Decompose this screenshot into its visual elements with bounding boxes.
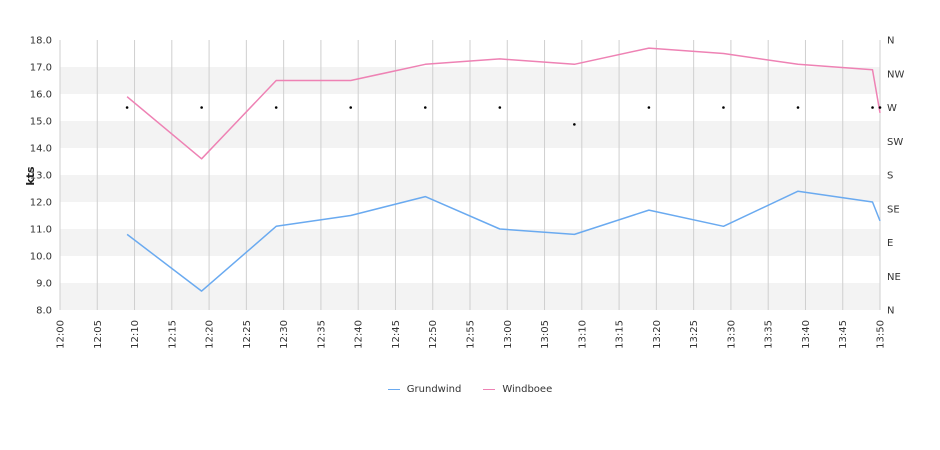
legend-item-windboee[interactable]: Windboee [483, 384, 552, 395]
direction-tick-label: SE [887, 204, 900, 215]
x-tick-label: 12:05 [93, 320, 104, 349]
x-tick-label: 13:45 [838, 320, 849, 349]
y-tick-label: 11.0 [30, 225, 52, 236]
x-tick-label: 13:00 [503, 320, 514, 349]
x-tick-label: 13:05 [540, 320, 551, 349]
x-tick-label: 12:50 [428, 320, 439, 349]
x-axis-ticks: 12:00 12:05 12:10 12:15 12:20 12:25 12:30 12:35… [56, 320, 887, 349]
y-tick-label: 16.0 [30, 90, 52, 101]
direction-point [125, 106, 129, 109]
x-tick-label: 13:25 [689, 320, 700, 349]
direction-point [796, 106, 800, 109]
x-tick-label: 13:35 [764, 320, 775, 349]
x-tick-label: 12:15 [167, 320, 178, 349]
legend-swatch-windboee [483, 389, 496, 390]
direction-point [878, 106, 882, 109]
direction-point [573, 123, 576, 126]
direction-tick-label: W [887, 103, 897, 114]
y-tick-label: 9.0 [36, 279, 52, 290]
x-tick-label: 12:55 [466, 320, 477, 349]
x-tick-label: 12:20 [205, 320, 216, 349]
legend: Grundwind Windboee [0, 384, 940, 395]
x-tick-label: 12:00 [56, 320, 67, 349]
direction-point [274, 106, 278, 109]
x-tick-label: 12:35 [316, 320, 327, 349]
direction-point [498, 106, 502, 109]
direction-points [125, 106, 882, 126]
direction-tick-label: S [887, 171, 893, 182]
y-axis-ticks: 18.0 17.0 16.0 15.0 14.0 13.0 12.0 11.0 10.0 9.0 8… [30, 36, 52, 317]
direction-point [871, 106, 874, 109]
direction-tick-label: SW [887, 137, 903, 148]
series-lines [126, 47, 881, 292]
direction-point [423, 106, 427, 109]
direction-tick-label: N [887, 306, 894, 317]
y-tick-label: 12.0 [30, 198, 52, 209]
x-tick-label: 12:45 [391, 320, 402, 349]
y-tick-label: 8.0 [36, 306, 52, 317]
direction-point [200, 106, 203, 109]
legend-label-grundwind: Grundwind [406, 384, 462, 395]
direction-point [647, 106, 651, 109]
series-line-windboee [126, 47, 881, 160]
x-tick-label: 13:10 [577, 320, 588, 349]
direction-tick-label: N [887, 36, 894, 47]
y-tick-label: 10.0 [30, 252, 52, 263]
direction-tick-label: NE [887, 272, 901, 283]
y-tick-label: 14.0 [30, 144, 52, 155]
direction-point [349, 106, 353, 109]
direction-tick-label: E [887, 238, 893, 249]
y-tick-label: 18.0 [30, 36, 52, 47]
y-tick-label: 15.0 [30, 117, 52, 128]
y-axis-label: kts [24, 166, 37, 186]
x-tick-label: 13:20 [652, 320, 663, 349]
x-tick-label: 12:10 [130, 320, 141, 349]
x-tick-label: 13:50 [876, 320, 887, 349]
x-tick-label: 13:30 [726, 320, 737, 349]
x-tick-label: 12:25 [242, 320, 253, 349]
legend-swatch-grundwind [387, 389, 400, 390]
y-tick-label: 13.0 [30, 171, 52, 182]
direction-axis-ticks: N NW W SW S SE E NE N [887, 36, 904, 317]
x-tick-label: 12:30 [279, 320, 290, 349]
x-tick-label: 12:40 [354, 320, 365, 349]
y-tick-label: 17.0 [30, 63, 52, 74]
x-tick-label: 13:40 [801, 320, 812, 349]
series-line-grundwind [126, 190, 881, 292]
x-tick-label: 13:15 [615, 320, 626, 349]
direction-point [722, 106, 725, 109]
vertical-gridlines [59, 40, 881, 310]
direction-tick-label: NW [887, 69, 904, 80]
legend-label-windboee: Windboee [502, 384, 553, 395]
legend-item-grundwind[interactable]: Grundwind [387, 384, 462, 395]
